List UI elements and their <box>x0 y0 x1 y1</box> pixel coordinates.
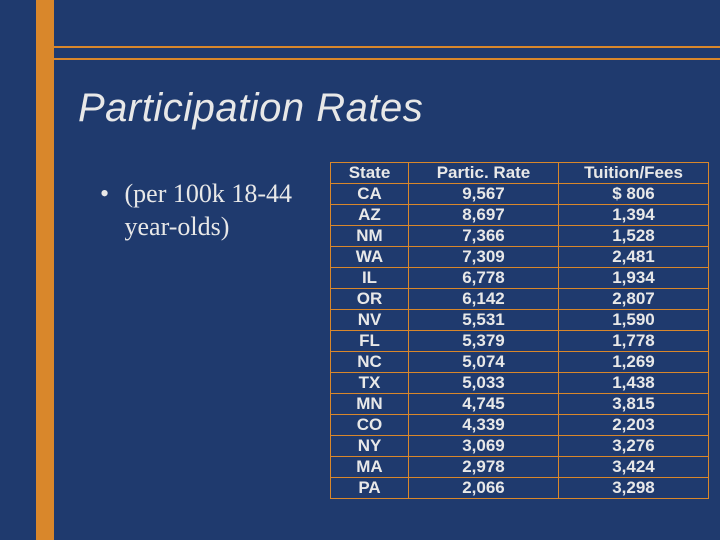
table-row: NC5,0741,269 <box>331 352 709 373</box>
cell-rate: 2,066 <box>409 478 559 499</box>
cell-fees: 1,528 <box>559 226 709 247</box>
accent-horizontal-rule-2 <box>54 58 720 60</box>
cell-rate: 6,778 <box>409 268 559 289</box>
cell-rate: 7,366 <box>409 226 559 247</box>
cell-rate: 5,531 <box>409 310 559 331</box>
cell-rate: 2,978 <box>409 457 559 478</box>
bullet-marker: • <box>100 178 118 211</box>
bullet-text: (per 100k 18-44 year-olds) <box>125 178 310 243</box>
table-row: TX5,0331,438 <box>331 373 709 394</box>
cell-fees: 3,815 <box>559 394 709 415</box>
cell-state: NC <box>331 352 409 373</box>
col-header-state: State <box>331 163 409 184</box>
table-row: FL5,3791,778 <box>331 331 709 352</box>
cell-fees: 3,276 <box>559 436 709 457</box>
cell-rate: 6,142 <box>409 289 559 310</box>
table-row: WA7,3092,481 <box>331 247 709 268</box>
cell-state: WA <box>331 247 409 268</box>
cell-state: PA <box>331 478 409 499</box>
table-row: AZ8,6971,394 <box>331 205 709 226</box>
table-row: PA2,0663,298 <box>331 478 709 499</box>
table-row: NM7,3661,528 <box>331 226 709 247</box>
cell-rate: 8,697 <box>409 205 559 226</box>
table-row: IL6,7781,934 <box>331 268 709 289</box>
cell-state: TX <box>331 373 409 394</box>
cell-fees: $ 806 <box>559 184 709 205</box>
cell-fees: 2,481 <box>559 247 709 268</box>
cell-state: AZ <box>331 205 409 226</box>
table-row: NY3,0693,276 <box>331 436 709 457</box>
cell-rate: 3,069 <box>409 436 559 457</box>
table-row: CO4,3392,203 <box>331 415 709 436</box>
cell-fees: 1,934 <box>559 268 709 289</box>
slide-title: Participation Rates <box>78 86 423 131</box>
cell-state: CO <box>331 415 409 436</box>
cell-state: FL <box>331 331 409 352</box>
cell-rate: 5,033 <box>409 373 559 394</box>
cell-state: CA <box>331 184 409 205</box>
cell-state: MN <box>331 394 409 415</box>
participation-table: State Partic. Rate Tuition/Fees CA9,567$… <box>330 162 709 499</box>
accent-horizontal-rule-1 <box>54 46 720 48</box>
cell-rate: 5,074 <box>409 352 559 373</box>
cell-fees: 2,203 <box>559 415 709 436</box>
cell-fees: 1,590 <box>559 310 709 331</box>
cell-fees: 1,269 <box>559 352 709 373</box>
cell-fees: 1,438 <box>559 373 709 394</box>
table-row: MA2,9783,424 <box>331 457 709 478</box>
cell-fees: 3,298 <box>559 478 709 499</box>
cell-state: MA <box>331 457 409 478</box>
table-header-row: State Partic. Rate Tuition/Fees <box>331 163 709 184</box>
cell-state: NM <box>331 226 409 247</box>
cell-fees: 1,778 <box>559 331 709 352</box>
cell-fees: 3,424 <box>559 457 709 478</box>
col-header-fees: Tuition/Fees <box>559 163 709 184</box>
cell-rate: 4,339 <box>409 415 559 436</box>
table-row: OR6,1422,807 <box>331 289 709 310</box>
cell-state: IL <box>331 268 409 289</box>
accent-vertical-bar <box>36 0 54 540</box>
cell-rate: 9,567 <box>409 184 559 205</box>
cell-fees: 2,807 <box>559 289 709 310</box>
cell-state: NV <box>331 310 409 331</box>
cell-rate: 7,309 <box>409 247 559 268</box>
table-row: MN4,7453,815 <box>331 394 709 415</box>
cell-state: NY <box>331 436 409 457</box>
col-header-rate: Partic. Rate <box>409 163 559 184</box>
cell-rate: 5,379 <box>409 331 559 352</box>
cell-state: OR <box>331 289 409 310</box>
table-row: NV5,5311,590 <box>331 310 709 331</box>
table-row: CA9,567$ 806 <box>331 184 709 205</box>
cell-rate: 4,745 <box>409 394 559 415</box>
bullet-item: • (per 100k 18-44 year-olds) <box>100 178 310 243</box>
cell-fees: 1,394 <box>559 205 709 226</box>
